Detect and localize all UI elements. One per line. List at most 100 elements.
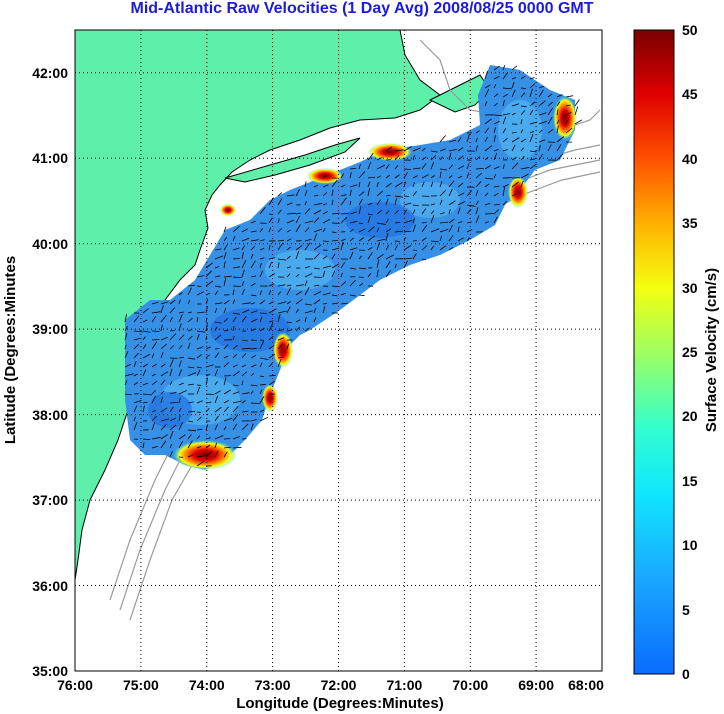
velocity-arrow (466, 163, 470, 170)
velocity-arrow (250, 302, 255, 305)
velocity-arrow (439, 212, 445, 215)
velocity-arrow (520, 180, 524, 188)
velocity-arrow (367, 213, 373, 216)
velocity-arrow (241, 252, 244, 260)
velocity-arrow (493, 216, 498, 224)
velocity-arrow (160, 336, 168, 341)
velocity-arrow (169, 443, 173, 449)
velocity-arrow (259, 206, 266, 215)
velocity-arrow (484, 177, 494, 180)
velocity-arrow (259, 409, 265, 413)
velocity-arrow (520, 92, 526, 98)
y-tick: 40:00 (32, 236, 68, 252)
velocity-arrow (367, 251, 373, 260)
velocity-arrow (151, 311, 161, 314)
velocity-arrow (169, 451, 173, 458)
velocity-arrow (286, 219, 294, 224)
velocity-arrow (394, 198, 397, 206)
velocity-arrow (151, 390, 156, 395)
velocity-arrow (223, 261, 226, 269)
velocity-arrow (475, 207, 479, 215)
velocity-arrow (241, 380, 244, 386)
velocity-arrow (214, 390, 221, 395)
x-tick: 75:00 (123, 677, 159, 693)
velocity-arrow (403, 202, 412, 206)
velocity-arrow (430, 150, 438, 153)
velocity-arrow (241, 410, 249, 413)
velocity-arrow (385, 198, 389, 206)
velocity-arrow (160, 363, 166, 368)
velocity-arrow (277, 258, 287, 261)
x-tick: 68:00 (568, 677, 604, 693)
velocity-arrow (502, 64, 506, 71)
velocity-arrow (349, 228, 354, 233)
velocity-arrow (547, 144, 552, 152)
velocity-arrow (133, 373, 138, 377)
velocity-arrow (403, 237, 406, 242)
velocity-arrow (169, 317, 173, 323)
velocity-arrow (421, 181, 425, 188)
velocity-arrow (277, 198, 283, 206)
velocity-arrow (340, 216, 348, 224)
velocity-arrow (556, 136, 565, 143)
velocity-arrow (340, 292, 346, 296)
velocity-arrow (178, 415, 181, 422)
velocity-arrow (214, 450, 219, 458)
velocity-arrow (151, 436, 161, 440)
velocity-arrow (403, 195, 410, 197)
velocity-arrow (493, 149, 499, 152)
velocity-arrow (160, 379, 166, 386)
velocity-arrow (124, 313, 128, 323)
velocity-arrow (493, 65, 500, 71)
velocity-arrow (232, 353, 237, 359)
velocity-arrow (367, 181, 371, 188)
velocity-arrow (331, 179, 338, 188)
velocity-arrow (187, 372, 197, 377)
velocity-arrow (151, 316, 157, 323)
velocity-arrow (196, 291, 204, 296)
velocity-arrow (520, 155, 525, 161)
velocity-arrow (394, 264, 397, 269)
velocity-arrow (313, 299, 321, 305)
velocity-arrow (484, 183, 490, 188)
velocity-arrow (187, 287, 192, 296)
velocity-arrow (421, 208, 427, 215)
velocity-arrow (223, 426, 227, 431)
velocity-arrow (493, 127, 496, 134)
velocity-arrow (502, 137, 508, 143)
velocity-arrow (196, 369, 201, 377)
velocity-arrow (205, 373, 211, 377)
velocity-arrow (124, 332, 128, 341)
velocity-arrow (367, 176, 376, 179)
velocity-arrow (295, 326, 300, 332)
velocity-arrow (511, 103, 520, 107)
velocity-arrow (313, 209, 322, 215)
velocity-arrow (430, 245, 434, 251)
velocity-arrow (250, 310, 258, 314)
velocity-arrow (448, 188, 453, 197)
velocity-arrow (124, 344, 127, 350)
velocity-arrow (349, 200, 352, 206)
velocity-arrow (187, 440, 193, 449)
velocity-arrow (205, 451, 212, 458)
colorbar-tick: 40 (682, 151, 698, 167)
velocity-arrow (259, 262, 262, 269)
velocity-arrow (232, 423, 238, 431)
velocity-arrow (286, 343, 290, 350)
velocity-arrow (547, 107, 554, 116)
velocity-arrow (142, 336, 146, 341)
velocity-arrow (223, 307, 227, 314)
velocity-arrow (457, 175, 463, 179)
velocity-arrow (385, 219, 389, 224)
velocity-arrow (313, 317, 317, 323)
velocity-arrow (340, 272, 343, 278)
velocity-arrow (520, 129, 524, 134)
velocity-arrow (547, 129, 554, 134)
velocity-arrow (187, 383, 194, 386)
velocity-arrow (421, 156, 427, 161)
velocity-arrow (376, 259, 380, 269)
velocity-arrow (223, 389, 231, 395)
velocity-arrow (151, 395, 156, 404)
velocity-arrow (484, 165, 491, 170)
velocity-arrow (385, 232, 389, 242)
